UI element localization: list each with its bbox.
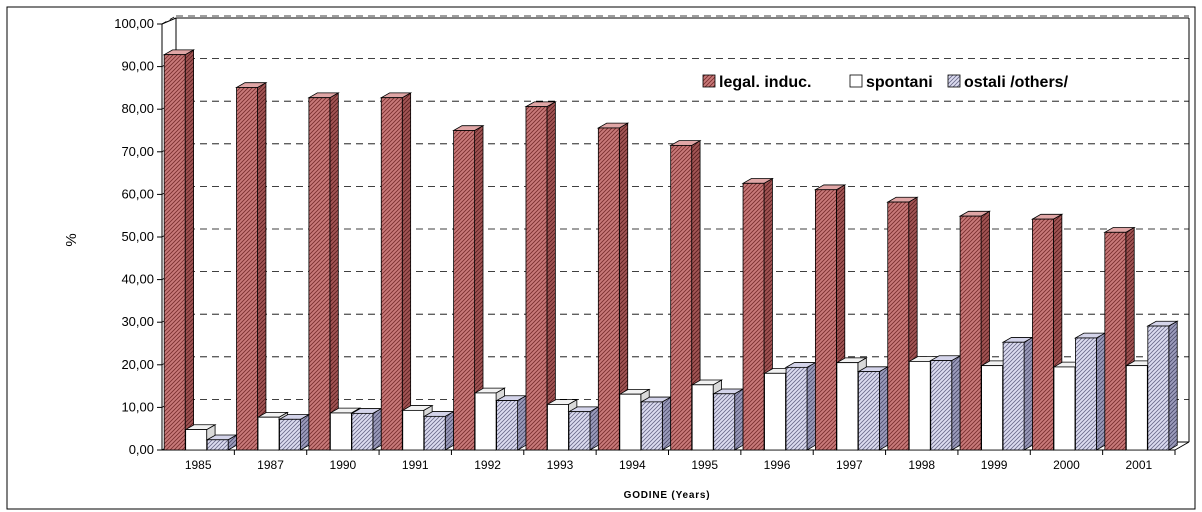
x-tick-label: 1999: [981, 458, 1008, 472]
bar-legal-induc-1995: [669, 139, 702, 451]
x-tick-label: 1997: [836, 458, 863, 472]
y-axis-ticks: 0,00 10,00 20,00 30,00 40,00 50,00 60,00 70,00 8…: [114, 16, 162, 457]
legend-item-spontani: spontani: [849, 74, 933, 91]
bar-ostali-1992: [495, 395, 528, 451]
bar-ostali-1998: [929, 355, 962, 451]
legend: legal. induc. spontani ostali /others/: [702, 74, 1069, 91]
bar-ostali-1999: [1001, 336, 1035, 451]
bar-ostali-1994: [639, 396, 673, 451]
bar-legal-induc-1990: [307, 92, 340, 451]
bar-ostali-1995: [712, 388, 745, 451]
x-tick-label: 2000: [1053, 458, 1080, 472]
y-tick-label: 80,00: [121, 101, 154, 116]
x-tick-label: 1991: [402, 458, 429, 472]
x-tick-label: 1998: [908, 458, 935, 472]
y-tick-label: 60,00: [121, 186, 154, 201]
x-axis-ticks: 1985 1987 1990 1991 1992 1993 1994 1995 1996 1997…: [185, 450, 1176, 472]
y-tick-label: 20,00: [121, 357, 154, 372]
legend-swatch-spontani: [849, 74, 863, 88]
x-tick-label: 1985: [185, 458, 212, 472]
bars: [162, 49, 1179, 451]
bar-legal-induc-1994: [596, 122, 630, 451]
bar-ostali-2000: [1073, 332, 1107, 451]
bar-ostali-1997: [856, 366, 890, 451]
x-tick-label: 1995: [691, 458, 718, 472]
y-tick-label: 10,00: [121, 399, 154, 414]
y-tick-label: 30,00: [121, 314, 154, 329]
y-tick-label: 70,00: [121, 144, 154, 159]
x-tick-label: 1996: [764, 458, 791, 472]
bar-legal-induc-1992: [452, 125, 485, 451]
bar-ostali-2001: [1146, 320, 1179, 451]
bar-ostali-1987: [278, 413, 311, 451]
bar-legal-induc-1991: [379, 92, 413, 451]
legend-item-legal-induc: legal. induc.: [702, 74, 811, 91]
bar-legal-induc-1993: [524, 101, 557, 451]
y-tick-label: 0,00: [129, 442, 154, 457]
x-tick-label: 1994: [619, 458, 646, 472]
y-tick-label: 90,00: [121, 59, 154, 74]
legend-label-spontani: spontani: [866, 74, 933, 91]
y-tick-label: 40,00: [121, 272, 154, 287]
x-tick-label: 1993: [547, 458, 574, 472]
x-tick-label: 2001: [1125, 458, 1152, 472]
bar-ostali-1993: [567, 406, 600, 451]
bar-ostali-1990: [350, 407, 383, 451]
x-tick-label: 1990: [330, 458, 357, 472]
bar-legal-induc-1987: [235, 81, 268, 451]
bar-ostali-1991: [422, 410, 456, 451]
legend-swatch-ostali: [947, 74, 961, 88]
x-tick-label: 1992: [474, 458, 501, 472]
legend-label-legal-induc: legal. induc.: [719, 74, 811, 91]
x-tick-label: 1987: [257, 458, 284, 472]
y-tick-label: 50,00: [121, 229, 154, 244]
bar-ostali-1985: [205, 434, 239, 451]
bar-ostali-1996: [784, 361, 817, 451]
gridline-diag: [161, 15, 177, 25]
y-axis-label: %: [63, 233, 80, 246]
y-tick-label: 100,00: [114, 16, 154, 31]
legend-label-ostali: ostali /others/: [964, 74, 1069, 91]
legend-item-ostali: ostali /others/: [947, 74, 1069, 91]
bar-legal-induc-1985: [162, 49, 196, 451]
legend-swatch-legal-induc: [702, 74, 716, 88]
x-axis-label: GODINE (Years): [624, 490, 711, 501]
chart-border: [6, 6, 1196, 510]
